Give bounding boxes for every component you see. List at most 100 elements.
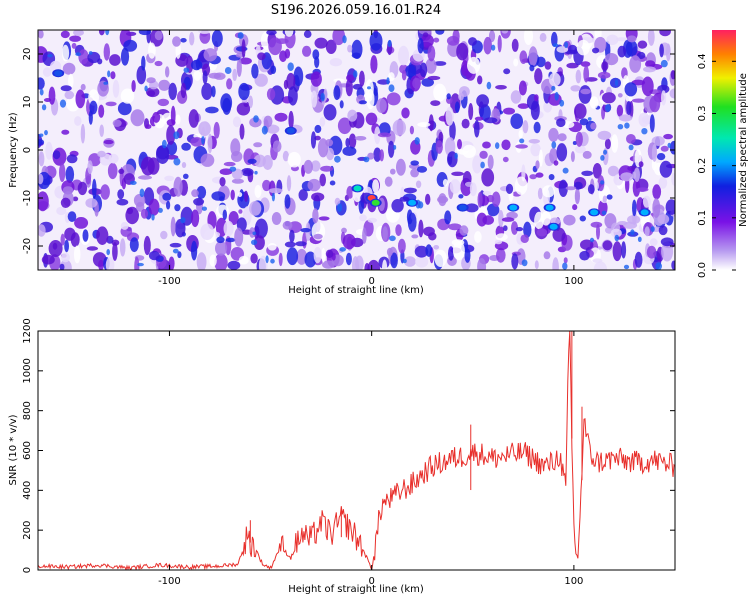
spectrogram-cell bbox=[268, 188, 283, 194]
spectrogram-cell bbox=[427, 75, 441, 81]
spectrogram-cell bbox=[575, 145, 586, 154]
spectrogram-cell bbox=[108, 153, 119, 164]
spectrogram-blob bbox=[549, 223, 558, 230]
spectrogram-cell bbox=[346, 74, 355, 82]
spectrogram-cell bbox=[633, 167, 641, 182]
spectrogram-cell bbox=[169, 242, 182, 248]
y-tick-label: 0 bbox=[22, 147, 33, 153]
colorbar-ticks: 0.0 0.1 0.2 0.3 0.4 bbox=[697, 53, 736, 278]
spectrogram-cell bbox=[320, 92, 325, 102]
spectrogram-cell bbox=[573, 181, 583, 190]
spectrogram-cell bbox=[137, 262, 144, 267]
spectrogram-cell bbox=[367, 217, 378, 223]
spectrogram-cell bbox=[382, 226, 388, 242]
spectrogram-cell bbox=[610, 228, 622, 238]
spectrogram-cell bbox=[474, 120, 480, 138]
spectrogram-cell bbox=[116, 198, 129, 206]
spectrogram-cell bbox=[38, 191, 49, 212]
spectrogram-cell bbox=[238, 255, 249, 265]
spectrogram-cell bbox=[556, 118, 566, 128]
spectrogram-cell bbox=[448, 246, 454, 261]
spectrogram-cell bbox=[563, 257, 568, 264]
spectrogram-cell bbox=[252, 231, 257, 236]
spectrogram-cell bbox=[435, 30, 445, 35]
spectrogram-cell bbox=[671, 260, 675, 270]
spectrogram-cell bbox=[409, 125, 414, 135]
spectrogram-cell bbox=[162, 139, 167, 149]
spectrogram-cell bbox=[310, 71, 322, 87]
spectrogram-cell bbox=[637, 40, 648, 49]
spectrogram-cell bbox=[112, 119, 122, 127]
spectrogram-cell bbox=[510, 90, 522, 104]
spectrogram-cell bbox=[671, 172, 675, 186]
spectrogram-cell bbox=[352, 256, 359, 270]
spectrogram-cell bbox=[384, 176, 393, 187]
spectrogram-cell bbox=[270, 258, 275, 264]
spectrogram-cell bbox=[530, 100, 540, 120]
spectrogram-cell bbox=[154, 60, 163, 67]
spectrogram-cell bbox=[636, 187, 649, 192]
spectrogram-blob bbox=[590, 209, 599, 216]
spectrogram-cell bbox=[311, 90, 318, 108]
spectrogram-cell bbox=[162, 192, 172, 201]
spectrogram-cell bbox=[82, 229, 89, 242]
spectrogram-cell bbox=[604, 138, 611, 150]
spectrogram-cell bbox=[544, 61, 552, 70]
spectrogram-cell bbox=[416, 166, 428, 173]
colorbar: 0.0 0.1 0.2 0.3 0.4 Normalized spectral ampl… bbox=[697, 30, 749, 278]
spectrogram-cell bbox=[73, 245, 81, 264]
spectrogram-cell bbox=[423, 226, 435, 237]
spectrogram-cell bbox=[530, 143, 541, 157]
spectrogram-cell bbox=[552, 227, 566, 242]
spectrogram-cell bbox=[522, 120, 529, 134]
spectrogram-cell bbox=[592, 163, 602, 179]
spectrogram-cell bbox=[175, 114, 181, 125]
spectrogram-cell bbox=[332, 30, 345, 46]
spectrogram-cell bbox=[289, 229, 295, 243]
spectrogram-cell bbox=[628, 144, 634, 151]
spectrogram-cell bbox=[556, 143, 568, 162]
spectrogram-cell bbox=[247, 158, 257, 164]
spectrogram-cell bbox=[181, 162, 187, 168]
spectrogram-cell bbox=[166, 125, 176, 145]
spectrogram-cell bbox=[64, 239, 69, 253]
spectrogram-cell bbox=[181, 142, 191, 151]
spectrogram-cell bbox=[180, 217, 186, 224]
spectrogram-cell bbox=[386, 77, 390, 85]
spectrogram-cell bbox=[78, 49, 89, 65]
spectrogram-cell bbox=[398, 45, 409, 66]
spectrogram-cell bbox=[515, 227, 524, 232]
spectrogram-cell bbox=[659, 43, 664, 58]
spectrogram-cell bbox=[353, 70, 358, 78]
spectrogram-cell bbox=[528, 139, 540, 144]
spectrogram-cell bbox=[477, 75, 483, 85]
spectrogram-cell bbox=[551, 85, 556, 91]
spectrogram-cell bbox=[477, 258, 487, 270]
spectrogram-cell bbox=[665, 199, 675, 215]
spectrogram-cell bbox=[462, 144, 476, 158]
spectrogram-cell bbox=[38, 151, 45, 167]
spectrogram-cell bbox=[333, 85, 341, 101]
spectrogram-cell bbox=[105, 101, 117, 107]
spectrogram-cell bbox=[428, 114, 434, 132]
spectrogram-cell bbox=[38, 77, 45, 90]
spectrogram-cell bbox=[143, 235, 151, 256]
spectrogram-cell bbox=[495, 85, 507, 90]
spectrogram-cell bbox=[449, 120, 456, 141]
spectrogram-cell bbox=[134, 256, 140, 270]
spectrogram-cell bbox=[486, 81, 492, 90]
spectrogram-cell bbox=[173, 131, 180, 140]
spectrogram-cell bbox=[74, 116, 82, 126]
spectrogram-cell bbox=[651, 136, 665, 146]
spectrogram-cell bbox=[597, 71, 611, 79]
spectrogram-cell bbox=[548, 174, 555, 181]
spectrogram-cell bbox=[632, 199, 637, 217]
spectrogram-cell bbox=[575, 131, 583, 147]
spectrogram-cell bbox=[562, 262, 568, 270]
spectrogram-cell bbox=[395, 224, 402, 237]
spectrogram-cell bbox=[401, 69, 407, 81]
spectrogram-cell bbox=[401, 107, 410, 119]
spectrogram-cell bbox=[659, 160, 673, 178]
spectrogram-cell bbox=[43, 98, 52, 102]
spectrogram-cell bbox=[207, 133, 213, 154]
